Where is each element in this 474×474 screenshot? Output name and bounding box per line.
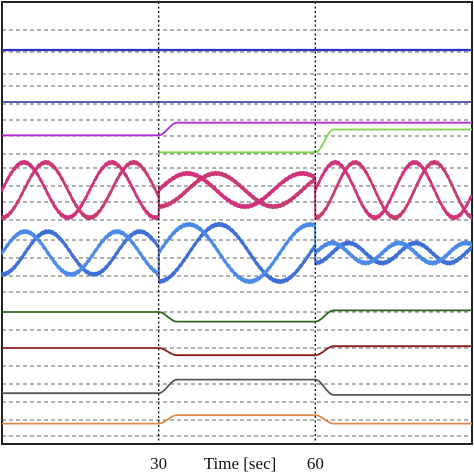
series-line-3 [2,121,472,137]
x-tick-label-60: 60 [307,454,324,473]
series-line-8 [1,221,473,284]
x-tick-label-30: 30 [150,454,167,473]
series-line-12 [2,414,472,425]
series-line-11 [2,378,472,396]
x-tick-labels: 30 60 [150,454,324,473]
series-line-7 [1,221,473,285]
plot-frame [1,1,473,445]
series-line-9 [2,309,472,323]
vertical-markers [158,2,316,444]
series-line-10 [2,345,472,357]
series-line-5 [1,159,473,221]
series-group [1,48,473,425]
x-axis-label: Time [sec] [204,454,277,473]
series-line-6 [1,159,473,221]
